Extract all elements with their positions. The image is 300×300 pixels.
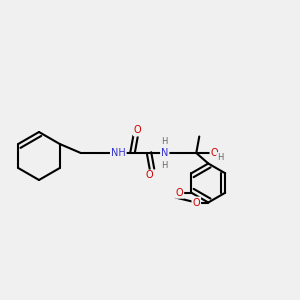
Text: O: O (176, 188, 183, 198)
Text: O: O (211, 148, 218, 158)
Text: NH: NH (111, 148, 126, 158)
Text: H: H (162, 136, 168, 146)
Text: O: O (193, 197, 200, 208)
Text: H: H (162, 160, 168, 169)
Text: H: H (217, 153, 224, 162)
Text: N: N (161, 148, 169, 158)
Text: O: O (146, 170, 154, 181)
Text: O: O (134, 125, 142, 136)
